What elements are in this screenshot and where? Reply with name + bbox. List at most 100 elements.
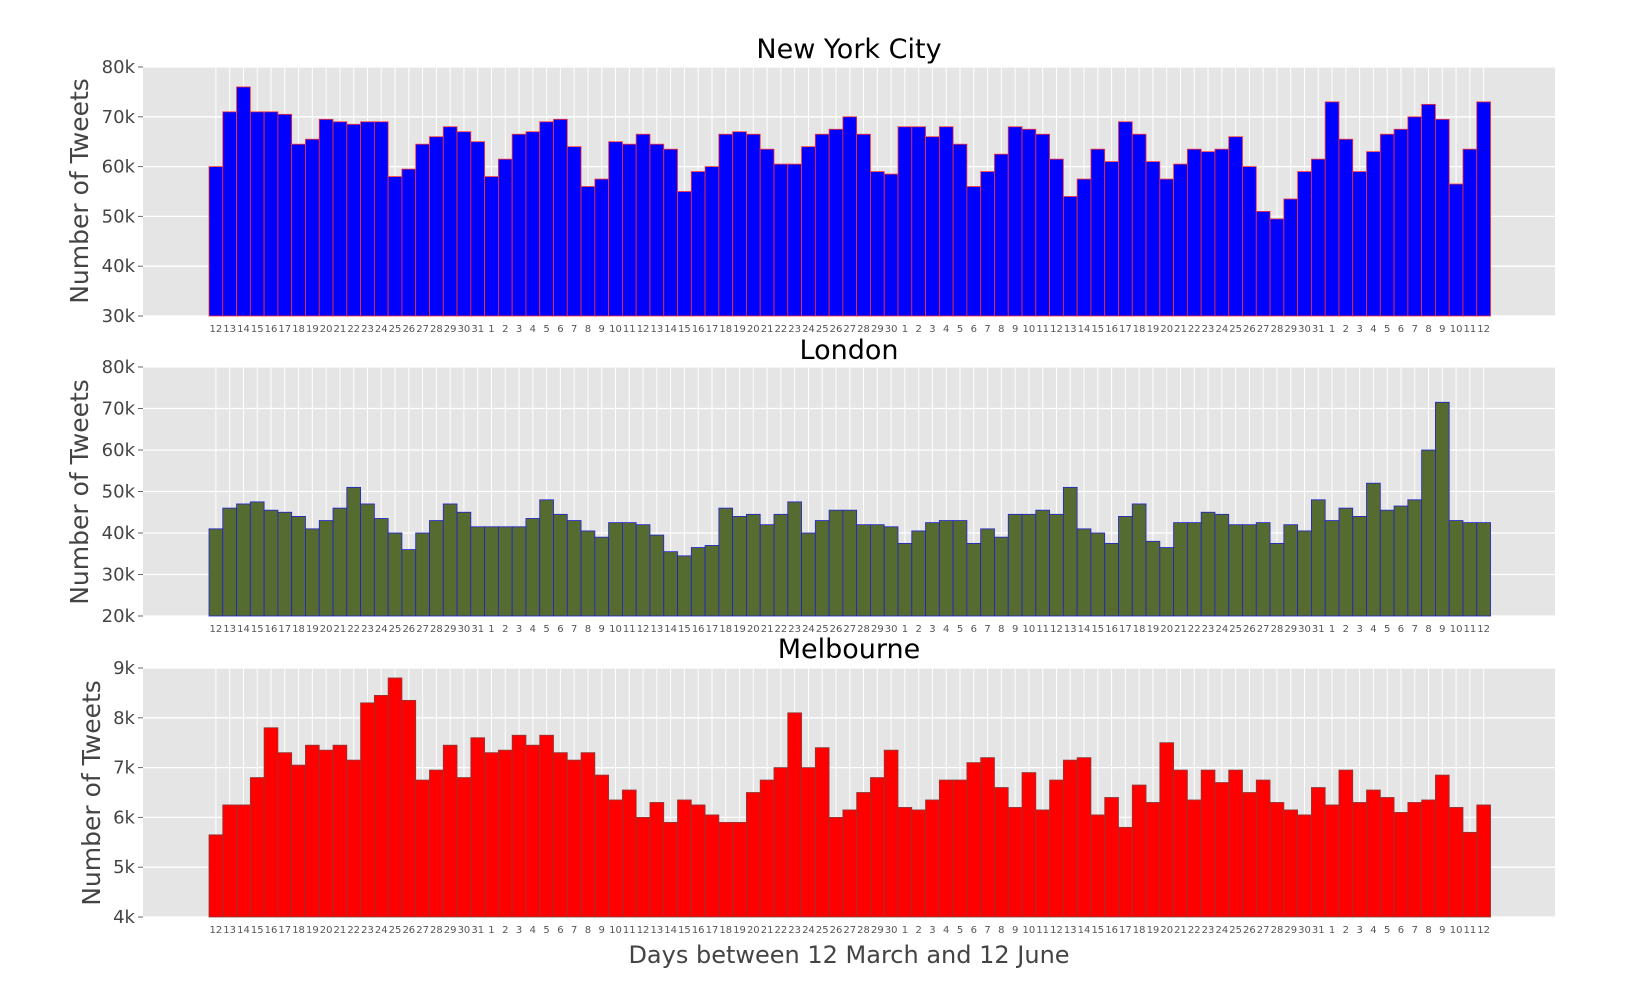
x-tick-label: 10 xyxy=(1023,925,1036,936)
bar-london-39 xyxy=(746,513,761,617)
x-tick-label: 3 xyxy=(929,925,935,936)
bar-melbourne-34 xyxy=(677,799,692,918)
bar-melbourne-78 xyxy=(1283,809,1299,918)
bar-london-17 xyxy=(442,503,458,617)
x-tick-label: 12 xyxy=(637,925,650,936)
bar-nyc-72 xyxy=(1200,151,1216,317)
bar-nyc-71 xyxy=(1186,148,1202,317)
x-tick-label: 11 xyxy=(1036,324,1049,335)
x-tick-label: 2 xyxy=(1343,925,1349,936)
bar-melbourne-27 xyxy=(580,752,596,918)
bar-melbourne-86 xyxy=(1393,812,1409,918)
bar-nyc-41 xyxy=(773,163,789,317)
x-tick-label: 20 xyxy=(747,624,760,635)
bar-nyc-2 xyxy=(236,86,251,317)
bar-nyc-43 xyxy=(801,146,816,317)
bar-melbourne-59 xyxy=(1021,772,1037,918)
x-tick-label: 23 xyxy=(361,925,374,936)
bar-nyc-89 xyxy=(1435,118,1450,317)
x-tick-label: 15 xyxy=(251,324,264,335)
x-tick-label: 3 xyxy=(516,925,522,936)
bar-london-46 xyxy=(842,509,858,617)
x-tick-label: 9 xyxy=(1439,925,1445,936)
bar-london-82 xyxy=(1338,507,1354,617)
bar-melbourne-47 xyxy=(856,792,871,918)
x-tick-label: 20 xyxy=(320,624,333,635)
x-tick-label: 22 xyxy=(347,925,360,936)
x-tick-label: 11 xyxy=(1464,324,1477,335)
x-tick-label: 10 xyxy=(1023,324,1036,335)
x-tick-label: 23 xyxy=(788,324,801,335)
x-tick-label: 30 xyxy=(1298,925,1311,936)
x-tick-label: 1 xyxy=(1329,925,1335,936)
x-tick-label: 31 xyxy=(471,925,484,936)
x-tick-label: 14 xyxy=(1078,925,1091,936)
bar-london-26 xyxy=(566,520,582,617)
x-tick-label: 25 xyxy=(1229,624,1242,635)
x-tick-label: 3 xyxy=(929,324,935,335)
bar-melbourne-22 xyxy=(511,734,527,918)
bar-nyc-79 xyxy=(1297,171,1312,317)
x-tick-label: 29 xyxy=(444,624,457,635)
bar-london-21 xyxy=(497,526,513,617)
y-tick-label: 6k xyxy=(113,807,135,828)
x-tick-label: 5 xyxy=(957,624,963,635)
x-tick-label: 21 xyxy=(761,925,774,936)
bar-nyc-76 xyxy=(1255,211,1271,317)
y-tick-label: 80k xyxy=(102,57,136,78)
bar-london-0 xyxy=(208,528,224,617)
bar-melbourne-57 xyxy=(994,787,1009,918)
bar-nyc-60 xyxy=(1035,133,1050,317)
bar-melbourne-60 xyxy=(1035,809,1050,918)
x-tick-label: 11 xyxy=(1036,925,1049,936)
bar-london-62 xyxy=(1062,486,1078,617)
bar-london-15 xyxy=(415,532,430,617)
bar-nyc-28 xyxy=(594,178,610,317)
x-tick-label: 15 xyxy=(678,925,691,936)
bar-melbourne-76 xyxy=(1255,779,1271,918)
bar-london-56 xyxy=(980,528,995,617)
bar-london-33 xyxy=(663,551,678,617)
bar-london-4 xyxy=(263,509,279,617)
x-tick-label: 10 xyxy=(1450,925,1463,936)
bar-nyc-49 xyxy=(883,173,899,317)
bar-melbourne-51 xyxy=(911,809,926,918)
x-tick-label: 5 xyxy=(543,925,549,936)
bar-melbourne-44 xyxy=(814,747,830,918)
bars-london xyxy=(208,401,1491,617)
x-tick-label: 8 xyxy=(998,624,1004,635)
bar-nyc-25 xyxy=(553,118,568,317)
x-tick-label: 1 xyxy=(488,324,494,335)
bar-melbourne-4 xyxy=(263,727,279,918)
bar-melbourne-84 xyxy=(1366,789,1381,918)
bar-melbourne-81 xyxy=(1324,804,1340,918)
y-tick-label: 50k xyxy=(102,206,136,227)
x-tick-label: 13 xyxy=(650,624,663,635)
x-tick-label: 31 xyxy=(471,324,484,335)
x-tick-label: 15 xyxy=(1091,324,1104,335)
x-tick-label: 26 xyxy=(1243,324,1256,335)
x-tick-label: 12 xyxy=(637,624,650,635)
x-tick-label: 29 xyxy=(444,324,457,335)
x-tick-label: 9 xyxy=(599,925,605,936)
x-tick-label: 20 xyxy=(1160,624,1173,635)
x-tick-label: 16 xyxy=(265,324,278,335)
x-tick-label: 1 xyxy=(1329,324,1335,335)
x-tick-label: 5 xyxy=(957,324,963,335)
bar-nyc-38 xyxy=(732,131,747,317)
bar-nyc-59 xyxy=(1021,128,1037,317)
bar-nyc-75 xyxy=(1242,166,1257,317)
bar-nyc-31 xyxy=(635,133,651,317)
bar-melbourne-89 xyxy=(1435,774,1450,918)
bar-nyc-13 xyxy=(387,176,403,317)
bar-london-86 xyxy=(1393,505,1409,617)
bar-nyc-6 xyxy=(291,143,306,317)
bar-london-52 xyxy=(925,522,940,617)
x-tick-label: 18 xyxy=(719,324,732,335)
x-tick-label: 26 xyxy=(830,624,843,635)
x-tick-label: 27 xyxy=(843,624,856,635)
x-tick-label: 3 xyxy=(1356,324,1362,335)
bar-melbourne-11 xyxy=(360,702,375,918)
x-tick-label: 22 xyxy=(347,324,360,335)
x-tick-label: 21 xyxy=(761,624,774,635)
